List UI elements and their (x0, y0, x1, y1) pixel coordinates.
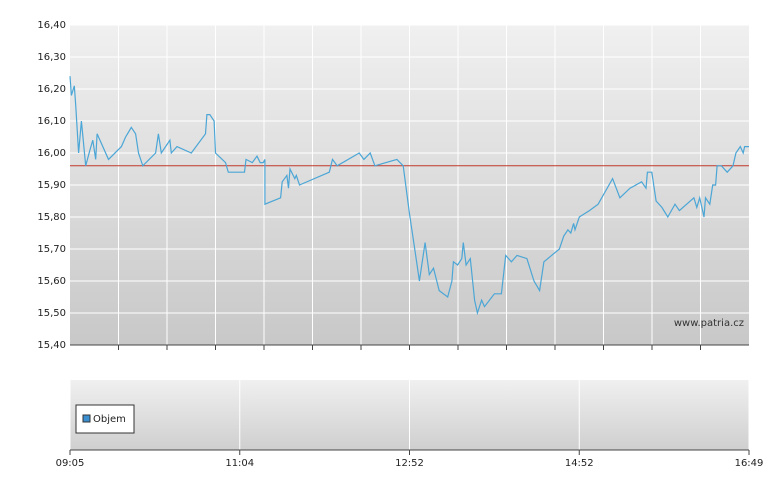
y-tick-label: 15,60 (37, 276, 66, 287)
x-tick-label: 16:49 (735, 458, 764, 469)
x-tick-label: 09:05 (56, 458, 85, 469)
y-tick-label: 15,80 (37, 212, 66, 223)
y-tick-label: 16,40 (37, 20, 66, 31)
y-tick-label: 15,90 (37, 180, 66, 191)
x-tick-label: 11:04 (225, 458, 254, 469)
y-tick-label: 16,10 (37, 116, 66, 127)
x-tick-label: 12:52 (395, 458, 424, 469)
legend-swatch (82, 414, 91, 423)
y-tick-label: 15,70 (37, 244, 66, 255)
legend-label: Objem (93, 414, 126, 425)
price-line (69, 76, 749, 316)
watermark: www.patria.cz (674, 318, 744, 329)
y-tick-label: 16,20 (37, 84, 66, 95)
x-tick-label: 14:52 (565, 458, 594, 469)
y-tick-label: 15,40 (37, 340, 66, 351)
y-tick-label: 16,30 (37, 52, 66, 63)
y-tick-label: 15,50 (37, 308, 66, 319)
y-tick-label: 16,00 (37, 148, 66, 159)
